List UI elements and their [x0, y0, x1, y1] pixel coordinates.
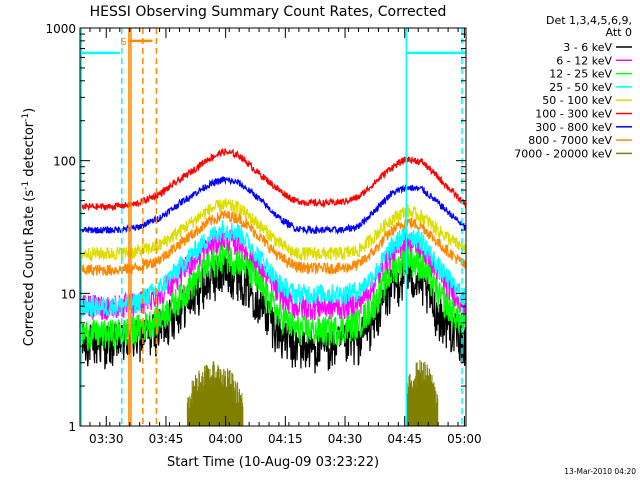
chart-title: HESSI Observing Summary Count Rates, Cor…	[90, 4, 447, 20]
x-tick-label: 03:30	[89, 432, 124, 446]
y-tick-label: 10	[61, 287, 76, 301]
plot-frame	[79, 27, 467, 427]
series-100-300-kev	[79, 148, 467, 212]
series-12-25-kev-line	[79, 244, 467, 351]
x-axis: 03:30 03:45 04:00 04:15 04:30 04:45 05:00	[79, 28, 482, 446]
legend-label-3-6-kev: 3 - 6 keV	[563, 41, 612, 54]
x-tick-label: 04:30	[328, 432, 363, 446]
y-axis-label-mid: detector	[22, 121, 37, 181]
series-12-25-kev	[79, 244, 467, 351]
series-25-50-kev	[79, 220, 467, 319]
series-800-7000-kev	[79, 210, 467, 276]
y-tick-label: 100	[53, 155, 76, 169]
legend-label-6-12-kev: 6 - 12 keV	[556, 54, 612, 67]
series-100-300-kev-line	[79, 148, 467, 212]
series-50-100-kev	[79, 198, 467, 262]
y-axis-label-sup1: -1	[21, 181, 31, 190]
x-tick-label: 04:45	[387, 432, 422, 446]
x-tick-label: 04:15	[268, 432, 303, 446]
x-tick-label: 03:45	[149, 432, 184, 446]
x-tick-label: 05:00	[447, 432, 482, 446]
saa-label: S	[120, 37, 126, 48]
series-7000-20000-kev	[186, 360, 439, 426]
legend-label-800-7000-kev: 800 - 7000 keV	[528, 134, 612, 147]
y-tick-label: 1000	[45, 22, 76, 36]
series-300-800-kev-line	[79, 175, 467, 235]
legend-label-50-100-kev: 50 - 100 keV	[542, 94, 612, 107]
series-800-7000-kev-line	[79, 210, 467, 276]
legend-label-100-300-kev: 100 - 300 keV	[535, 108, 612, 121]
y-axis-label: Corrected Count Rate (s-1 detector-1)	[21, 108, 37, 346]
series-300-800-kev	[79, 175, 467, 235]
series-layer	[79, 148, 467, 426]
y-axis: 1 10 100 1000	[45, 22, 466, 434]
x-tick-label: 04:00	[208, 432, 243, 446]
plot-area: S 03:30 03:45 04:00 04:15 04:30 04:45 05:00 11…	[45, 22, 481, 446]
x-axis-label: Start Time (10-Aug-09 03:23:22)	[167, 455, 379, 470]
footer-timestamp: 13-Mar-2010 04:20	[564, 467, 636, 476]
series-25-50-kev-line	[79, 220, 467, 319]
legend-header-line2: Att 0	[606, 26, 632, 39]
marker-layer: S	[80, 28, 466, 426]
y-axis-label-main: Corrected Count Rate (s	[22, 190, 37, 347]
legend-label-7000-20000-kev: 7000 - 20000 keV	[514, 147, 612, 160]
y-axis-label-sup2: -1	[21, 113, 31, 122]
series-50-100-kev-line	[79, 198, 467, 262]
legend-label-12-25-kev: 12 - 25 keV	[549, 68, 612, 81]
y-tick-label: 1	[68, 420, 76, 434]
y-axis-label-end: )	[22, 108, 37, 113]
legend-label-25-50-kev: 25 - 50 keV	[549, 81, 612, 94]
legend-header-line1: Det 1,3,4,5,6,9,	[546, 14, 632, 27]
legend-label-300-800-kev: 300 - 800 keV	[535, 121, 612, 134]
